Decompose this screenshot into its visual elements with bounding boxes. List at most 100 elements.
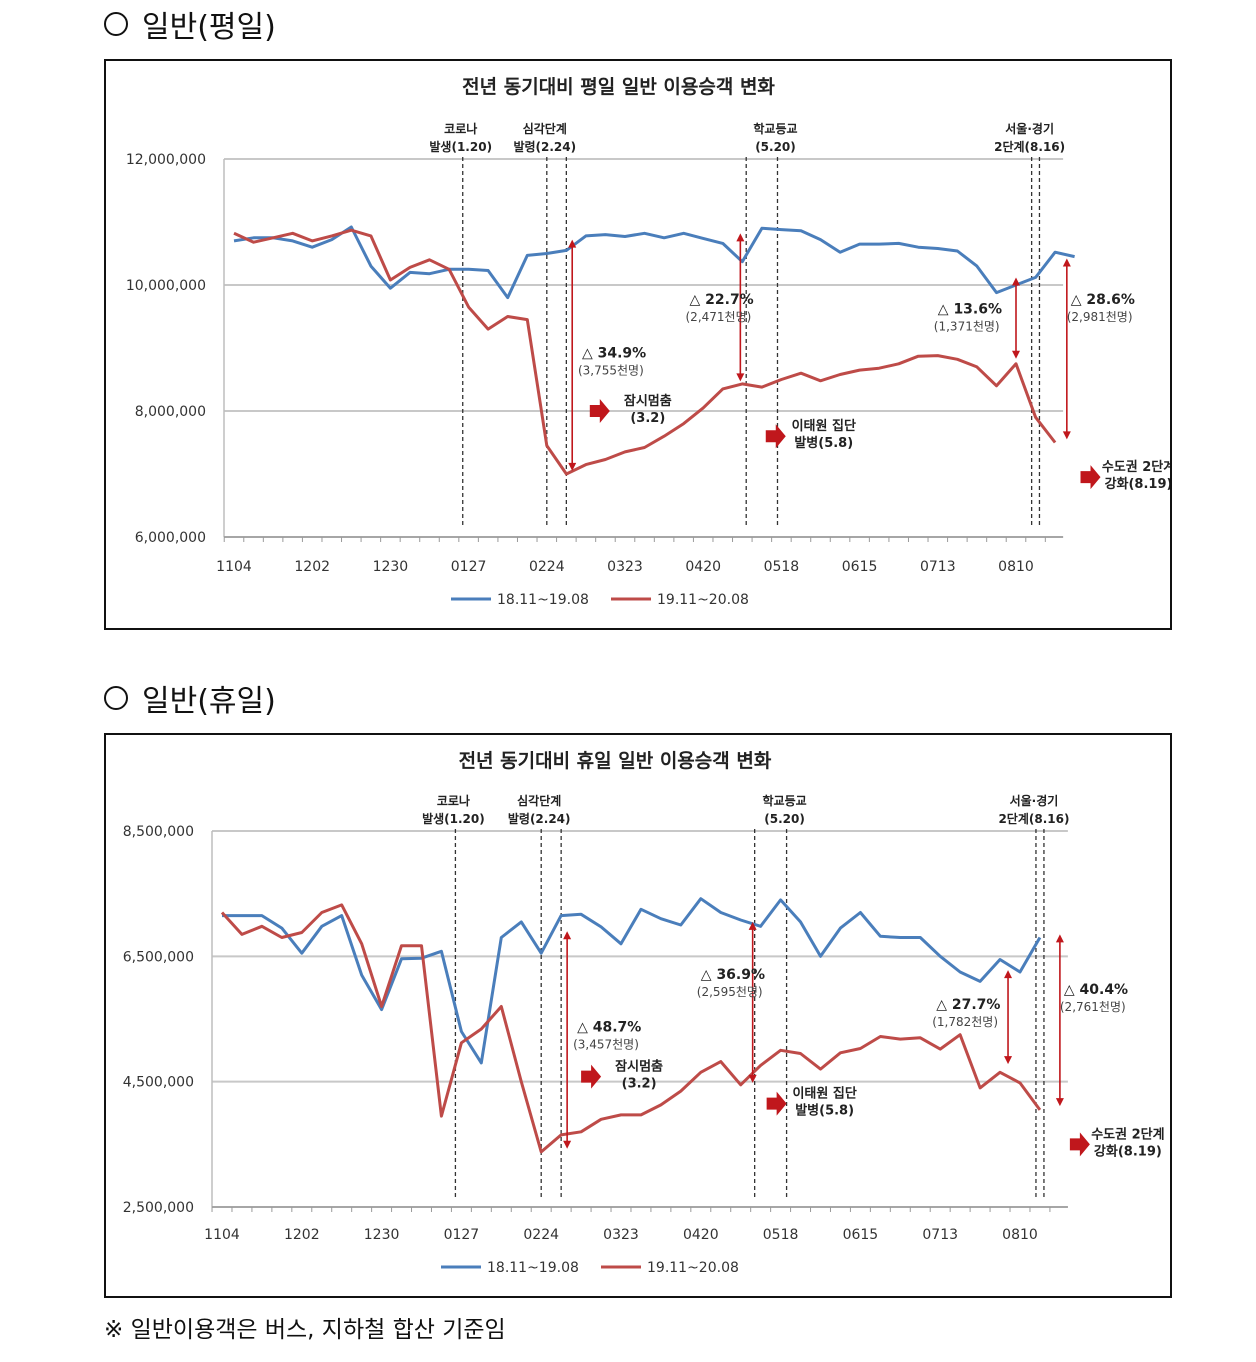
drop-percent-label: △ 22.7% [690,292,754,308]
drop-arrow-head-up [748,921,757,930]
event-label: 학교등교 [762,793,806,808]
event-label: 발령(2.24) [513,139,576,154]
y-tick-label: 8,500,000 [123,824,194,840]
y-tick-label: 8,000,000 [135,404,206,420]
drop-amount-label: (2,595천명) [697,984,763,999]
series-line-1 [233,225,1075,300]
callout-label: (3.2) [622,1077,657,1092]
drop-arrow-head-down [736,373,745,382]
circle-bullet-icon [104,12,128,36]
x-tick-label: 0323 [607,559,643,575]
event-label: 서울·경기 [1010,793,1059,808]
x-tick-label: 0127 [444,1227,480,1243]
x-tick-label: 0420 [683,1227,719,1243]
callout-label: 잠시멈춤 [615,1059,663,1075]
x-tick-label: 0323 [603,1227,639,1243]
drop-amount-label: (2,981천명) [1067,309,1133,324]
event-label: 심각단계 [517,793,561,808]
weekday-chart-frame: 전년 동기대비 평일 일반 이용승객 변화 6,000,000 8,000,000 1… [104,59,1172,630]
x-tick-label: 0224 [529,559,565,575]
callout-label: 발병(5.8) [794,435,853,451]
holiday-chart: 전년 동기대비 휴일 일반 이용승객 변화 2,500,000 4,500,000 6… [123,750,1165,1276]
chart-title: 전년 동기대비 휴일 일반 이용승객 변화 [459,750,772,772]
drop-arrow-head-up [1004,970,1013,979]
footnote: ※ 일반이용객은 버스, 지하철 합산 기준임 [104,1317,506,1343]
drop-percent-label: △ 13.6% [938,301,1002,317]
event-label: 2단계(8.16) [998,811,1069,826]
chart-title: 전년 동기대비 평일 일반 이용승객 변화 [462,76,775,98]
event-label: 발생(1.20) [429,139,492,154]
section-title-weekday: 일반(평일) [104,2,276,46]
drop-arrow-head-down [1004,1056,1013,1065]
event-label: (5.20) [755,140,796,154]
callout-label: 잠시멈춤 [624,393,672,409]
drop-amount-label: (3,755천명) [578,362,644,377]
y-tick-label: 6,500,000 [123,949,194,965]
y-tick-label: 10,000,000 [126,278,206,294]
drop-arrow-head-down [563,1140,572,1149]
event-label: 서울·경기 [1005,121,1054,136]
callout-label: 이태원 집단 [792,418,856,434]
section-title-holiday: 일반(휴일) [104,676,276,720]
red-arrow-icon [766,1091,787,1116]
drop-arrow-head-down [1062,431,1071,440]
circle-bullet-icon [104,686,128,710]
x-tick-label: 0810 [1002,1227,1038,1243]
y-tick-label: 12,000,000 [126,152,206,168]
section-title-text: 일반(평일) [142,10,276,45]
event-label: 심각단계 [523,121,567,136]
event-label: 코로나 [444,121,477,136]
callout-label: 강화(8.19) [1105,476,1170,492]
callout-label: 수도권 2단계 [1091,1126,1164,1142]
drop-arrow-head-up [568,239,577,248]
callout-label: 이태원 집단 [792,1086,856,1102]
legend-label: 19.11~20.08 [657,592,749,608]
drop-percent-label: △ 48.7% [577,1020,641,1036]
event-label: 발생(1.20) [422,811,485,826]
x-tick-label: 0518 [764,559,800,575]
y-tick-label: 4,500,000 [123,1075,194,1091]
x-tick-label: 0810 [998,559,1034,575]
drop-percent-label: △ 34.9% [582,345,646,361]
series-line-2 [220,903,1042,1154]
callout-label: (3.2) [630,411,665,426]
drop-arrow-head-down [748,1074,757,1083]
callout-label: 발병(5.8) [795,1103,854,1119]
drop-arrow-head-down [568,462,577,471]
drop-arrow-head-down [1055,1098,1064,1107]
x-tick-label: 1230 [373,559,409,575]
legend-label: 18.11~19.08 [487,1260,579,1276]
weekday-chart: 전년 동기대비 평일 일반 이용승객 변화 6,000,000 8,000,000 1… [126,76,1170,608]
drop-arrow-head-up [1062,258,1071,267]
drop-arrow-head-up [1012,277,1020,286]
x-tick-label: 1202 [294,559,330,575]
x-tick-label: 1104 [204,1227,240,1243]
drop-amount-label: (1,782천명) [932,1014,998,1029]
x-tick-label: 0615 [842,559,878,575]
event-label: (5.20) [764,812,805,826]
event-label: 코로나 [437,793,470,808]
x-tick-label: 1202 [284,1227,320,1243]
drop-percent-label: △ 27.7% [936,997,1000,1013]
legend-label: 19.11~20.08 [647,1260,739,1276]
legend-label: 18.11~19.08 [497,592,589,608]
event-label: 학교등교 [753,121,797,136]
x-tick-label: 1230 [364,1227,400,1243]
series-line-2 [233,228,1057,476]
red-arrow-icon [765,424,786,449]
drop-amount-label: (1,371천명) [934,318,1000,333]
drop-percent-label: △ 40.4% [1064,982,1128,998]
x-tick-label: 0224 [523,1227,559,1243]
event-label: 2단계(8.16) [994,139,1065,154]
callout-label: 강화(8.19) [1094,1143,1162,1159]
x-tick-label: 0615 [843,1227,879,1243]
drop-percent-label: △ 36.9% [701,967,765,983]
holiday-chart-frame: 전년 동기대비 휴일 일반 이용승객 변화 2,500,000 4,500,000 6… [104,733,1172,1298]
drop-amount-label: (2,761천명) [1060,999,1126,1014]
x-tick-label: 0518 [763,1227,799,1243]
red-arrow-icon [581,1064,602,1089]
x-tick-label: 0713 [920,559,956,575]
x-tick-label: 1104 [216,559,252,575]
drop-percent-label: △ 28.6% [1071,292,1135,308]
drop-arrow-head-up [563,931,572,940]
